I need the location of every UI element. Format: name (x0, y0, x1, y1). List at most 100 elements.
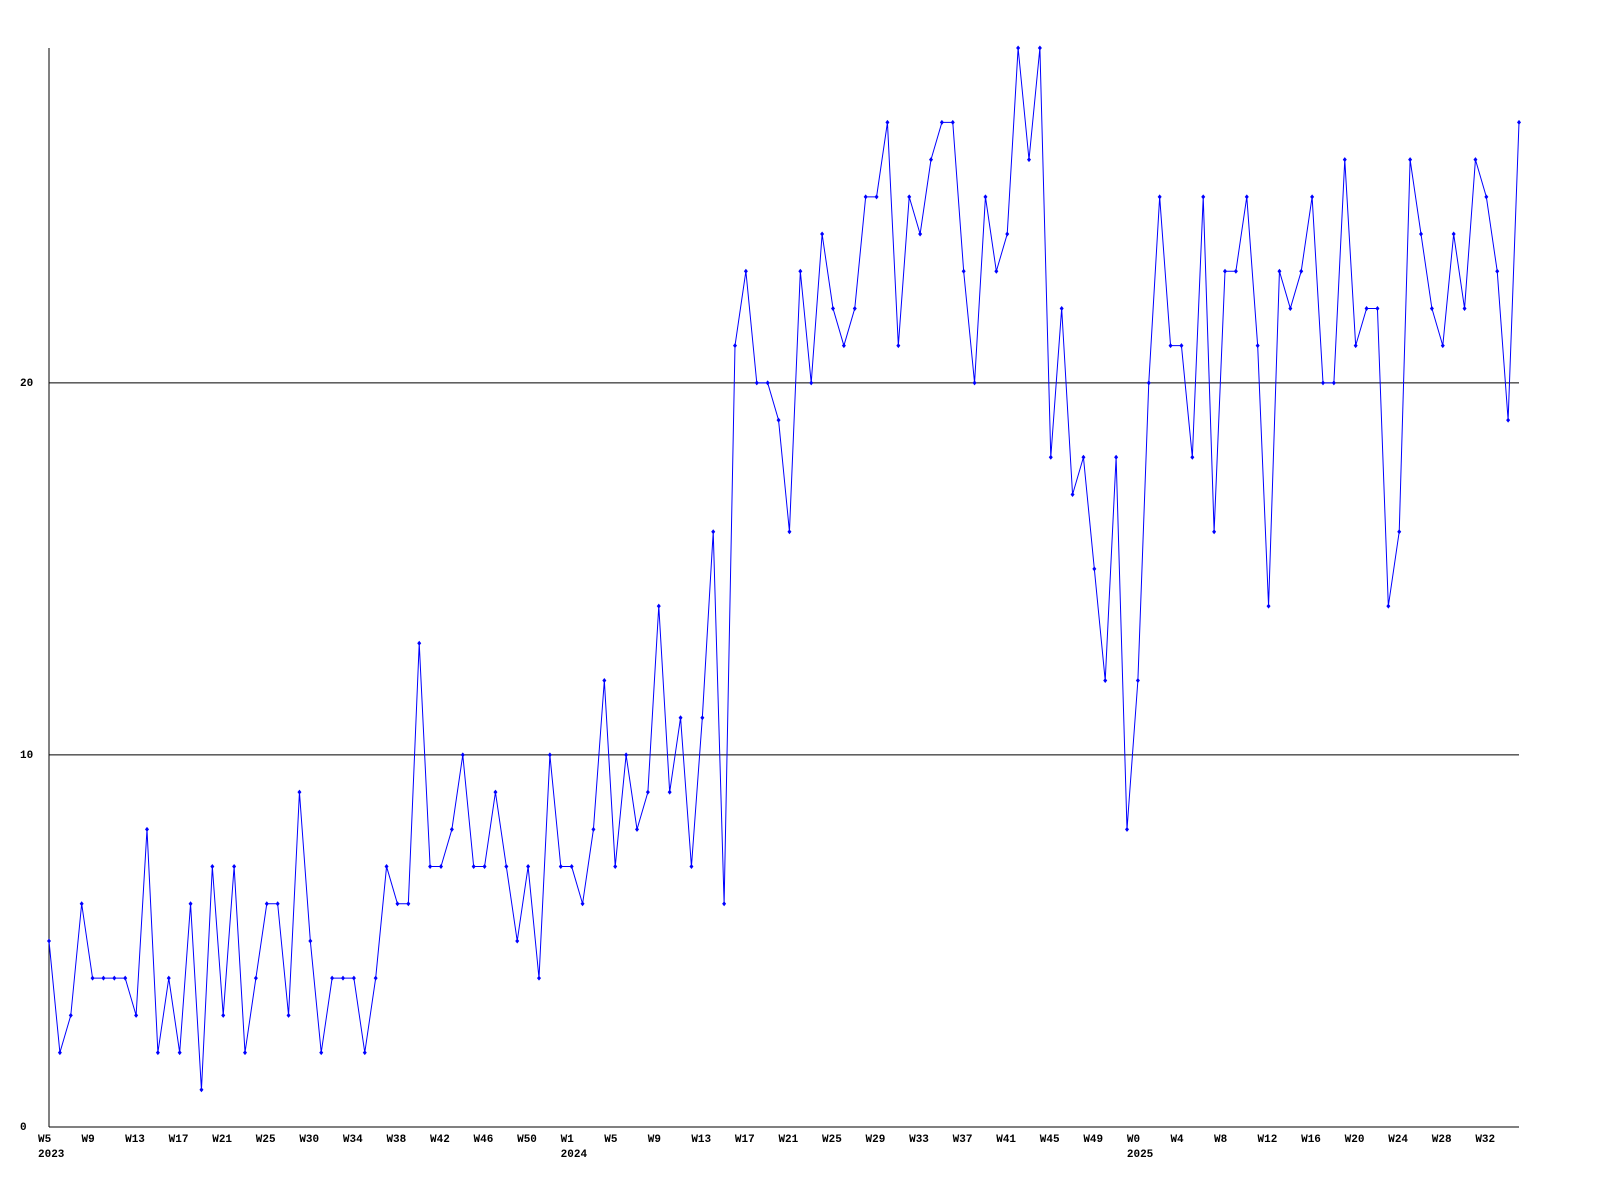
data-point (874, 194, 879, 200)
data-point (1288, 305, 1293, 311)
data-point (319, 1050, 324, 1056)
data-point (743, 268, 748, 274)
data-point (885, 119, 890, 125)
data-point (1386, 603, 1391, 609)
data-point (863, 194, 868, 200)
data-point (547, 752, 552, 758)
data-point (1103, 678, 1108, 684)
x-tick-label: W13 (691, 1134, 711, 1146)
x-tick-label: W9 (82, 1134, 95, 1146)
data-point (1244, 194, 1249, 200)
x-tick-label: W30 (299, 1134, 319, 1146)
data-point (406, 901, 411, 907)
data-point (1005, 231, 1010, 237)
data-point (79, 901, 84, 907)
data-point (1168, 343, 1173, 349)
data-point (1059, 305, 1064, 311)
data-point (90, 975, 95, 981)
data-point (362, 1050, 367, 1056)
data-point (1321, 380, 1325, 386)
data-point (1299, 268, 1304, 274)
data-point (950, 119, 955, 125)
x-tick-label: W17 (735, 1134, 755, 1146)
data-point (939, 119, 944, 125)
data-point (1092, 566, 1097, 572)
data-point (722, 901, 727, 907)
data-point (798, 268, 803, 274)
data-point (580, 901, 585, 907)
data-point (68, 1012, 73, 1018)
data-point (526, 864, 531, 870)
data-point (101, 975, 106, 981)
data-point (504, 864, 509, 870)
data-point (1440, 343, 1445, 349)
data-point (558, 864, 563, 870)
data-point (1048, 454, 1053, 460)
data-point (1277, 268, 1282, 274)
x-tick-label: W25 (822, 1134, 842, 1146)
data-point (754, 380, 759, 386)
y-tick-label: 0 (20, 1122, 27, 1134)
data-point (1397, 529, 1402, 535)
data-point (199, 1087, 204, 1093)
data-point (841, 343, 846, 349)
data-point (1146, 380, 1151, 386)
data-point (1114, 454, 1119, 460)
data-point (145, 826, 149, 832)
data-point (264, 901, 269, 907)
data-point (1212, 529, 1217, 535)
data-point (569, 864, 574, 870)
x-tick-label: W34 (343, 1134, 363, 1146)
data-point (994, 268, 999, 274)
x-tick-label: W24 (1388, 1134, 1408, 1146)
data-point (645, 789, 650, 795)
data-point (1517, 119, 1521, 125)
x-tick-label: W50 (517, 1134, 537, 1146)
x-tick-label: W8 (1214, 1134, 1228, 1146)
data-point (1266, 603, 1271, 609)
data-point (1255, 343, 1260, 349)
data-point (852, 305, 857, 311)
x-tick-label: W20 (1345, 1134, 1365, 1146)
data-point (155, 1050, 160, 1056)
data-point (1419, 231, 1423, 237)
data-point (57, 1050, 62, 1056)
x-tick-label: W16 (1301, 1134, 1321, 1146)
data-point (776, 417, 781, 423)
data-point (831, 305, 835, 311)
data-point (1125, 826, 1129, 832)
data-point (1157, 194, 1162, 200)
data-point (232, 864, 237, 870)
data-point (1223, 268, 1227, 274)
data-point (384, 864, 389, 870)
x-tick-label: W12 (1258, 1134, 1278, 1146)
data-point (613, 864, 618, 870)
y-tick-label: 20 (20, 378, 33, 390)
data-point (711, 529, 716, 535)
data-point (373, 975, 378, 981)
data-point (341, 975, 345, 981)
data-point (1331, 380, 1336, 386)
data-point (166, 975, 171, 981)
data-point (1027, 157, 1031, 163)
x-tick-label: W4 (1170, 1134, 1184, 1146)
x-tick-label: W42 (430, 1134, 450, 1146)
data-point (1375, 305, 1380, 311)
data-point (907, 194, 912, 200)
data-point (297, 789, 302, 795)
y-tick-label: 10 (20, 750, 33, 762)
x-tick-label: W33 (909, 1134, 929, 1146)
data-point (1451, 231, 1456, 237)
data-point (330, 975, 335, 981)
data-point (689, 864, 694, 870)
data-point (515, 938, 520, 944)
x-year-label: 2023 (38, 1149, 65, 1161)
data-point (1342, 157, 1347, 163)
data-point (1495, 268, 1500, 274)
data-point (1473, 157, 1478, 163)
data-point (809, 380, 814, 386)
data-line (48, 47, 1520, 1090)
x-tick-label: W5 (604, 1134, 618, 1146)
